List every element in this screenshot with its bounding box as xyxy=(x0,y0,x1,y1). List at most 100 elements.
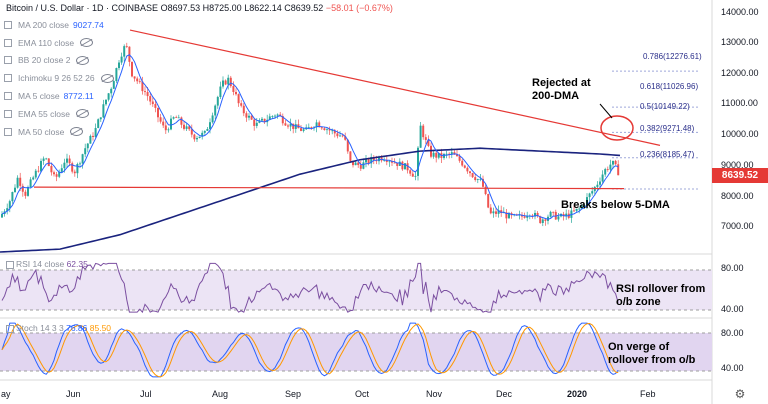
candle-body xyxy=(86,143,89,149)
candle-body xyxy=(261,118,263,121)
candle-body xyxy=(274,115,276,117)
candle-body xyxy=(55,174,58,177)
candle-body xyxy=(417,147,419,176)
candle-body xyxy=(482,178,484,187)
candle-body xyxy=(539,216,542,223)
candle-body xyxy=(157,107,159,118)
candle-body xyxy=(549,211,552,217)
candle-body xyxy=(586,197,588,206)
candle-body xyxy=(612,160,614,165)
time-tick: Oct xyxy=(355,389,370,399)
candle-body xyxy=(599,181,601,185)
candle-body xyxy=(326,129,328,131)
candle-body xyxy=(196,137,198,140)
candle-body xyxy=(414,175,417,177)
legend-row-ema55[interactable]: EMA 55 close xyxy=(4,105,114,123)
candle-body xyxy=(245,113,248,118)
candle-body xyxy=(606,169,609,170)
candle-body xyxy=(370,157,373,164)
fib-label-05: 0.5(10149.22) xyxy=(640,102,690,111)
candle-body xyxy=(284,123,287,126)
rsi-label[interactable]: RSI 14 close 62.35 xyxy=(6,259,88,269)
candle-body xyxy=(474,177,477,180)
time-tick: ay xyxy=(1,389,11,399)
stoch-k-line xyxy=(1,322,619,378)
candle-body xyxy=(461,160,464,166)
ma200-line xyxy=(0,147,621,253)
legend-row-ema110[interactable]: EMA 110 close xyxy=(4,34,114,52)
candle-body xyxy=(175,117,178,119)
candle-body xyxy=(469,171,471,174)
ohlc-low: L8622.14 xyxy=(244,3,282,13)
candle-body xyxy=(89,135,92,144)
candle-body xyxy=(79,163,81,165)
ma5-line xyxy=(1,54,619,220)
candle-body xyxy=(146,92,149,97)
annotation-rejected: Rejected at 200-DMA xyxy=(532,77,591,102)
candle-body xyxy=(133,76,136,79)
candle-body xyxy=(112,81,115,89)
hidden-eye-icon[interactable] xyxy=(80,38,94,48)
legend-name: MA 5 close xyxy=(18,91,60,102)
candle-body xyxy=(58,171,61,177)
candle-body xyxy=(310,127,313,129)
gear-icon[interactable]: ⚙ xyxy=(734,387,746,401)
stoch-label[interactable]: Stoch 14 3 3 76.86 85.50 xyxy=(6,323,111,333)
candle-body xyxy=(320,127,323,129)
price-tick: 8000.00 xyxy=(721,191,754,201)
fib-label-0618: 0.618(11026.96) xyxy=(640,82,699,91)
candle-body xyxy=(367,159,370,164)
time-tick: 2020 xyxy=(567,389,588,399)
stoch-tick: 40.00 xyxy=(721,363,744,373)
indicator-icon xyxy=(6,324,14,333)
fib-label-0786: 0.786(12276.61) xyxy=(643,52,702,61)
candle-body xyxy=(492,211,495,214)
candle-body xyxy=(388,161,391,163)
candle-body xyxy=(409,170,412,174)
legend-row-bb20[interactable]: BB 20 close 2 xyxy=(4,52,114,70)
candle-body xyxy=(183,124,185,129)
candle-body xyxy=(84,148,87,155)
ohlc-close: C8639.52 xyxy=(284,3,324,13)
candle-body xyxy=(552,211,555,213)
legend-name: MA 200 close xyxy=(18,19,70,30)
candle-body xyxy=(34,170,37,178)
candle-body xyxy=(281,116,284,124)
candle-body xyxy=(523,216,526,218)
candle-body xyxy=(445,153,448,155)
hidden-eye-icon[interactable] xyxy=(70,127,84,137)
candle-body xyxy=(268,116,271,120)
candle-body xyxy=(248,115,250,118)
rsi-tick: 40.00 xyxy=(721,304,744,314)
hidden-eye-icon[interactable] xyxy=(75,109,89,119)
hidden-eye-icon[interactable] xyxy=(100,73,114,83)
candle-body xyxy=(8,201,11,209)
candle-body xyxy=(235,91,237,95)
candle-body xyxy=(271,116,274,117)
legend-row-ma5[interactable]: MA 5 close 8772.11 xyxy=(4,87,114,105)
candle-body xyxy=(346,139,349,152)
legend-row-ma200[interactable]: MA 200 close 9027.74 xyxy=(4,16,114,34)
legend-name: BB 20 close 2 xyxy=(18,55,71,66)
candle-body xyxy=(341,135,344,137)
legend-name: MA 50 close xyxy=(18,126,65,137)
legend-row-ichimoku[interactable]: Ichimoku 9 26 52 26 xyxy=(4,69,114,87)
price-tick: 11000.00 xyxy=(721,98,758,108)
candle-body xyxy=(71,163,74,172)
candle-body xyxy=(180,117,183,125)
candle-body xyxy=(617,164,620,176)
legend-value: 8772.11 xyxy=(63,91,94,102)
candle-body xyxy=(118,62,120,69)
candle-body xyxy=(276,114,279,116)
indicator-legend: MA 200 close 9027.74 EMA 110 close BB 20 … xyxy=(4,16,114,141)
legend-row-ma50[interactable]: MA 50 close xyxy=(4,123,114,141)
time-tick: Feb xyxy=(640,389,656,399)
indicator-icon xyxy=(6,260,14,269)
price-tick: 10000.00 xyxy=(721,129,759,139)
indicator-icon xyxy=(4,92,12,101)
candle-body xyxy=(42,158,45,161)
candle-body xyxy=(580,205,583,209)
hidden-eye-icon[interactable] xyxy=(76,55,90,65)
candle-body xyxy=(437,153,440,158)
